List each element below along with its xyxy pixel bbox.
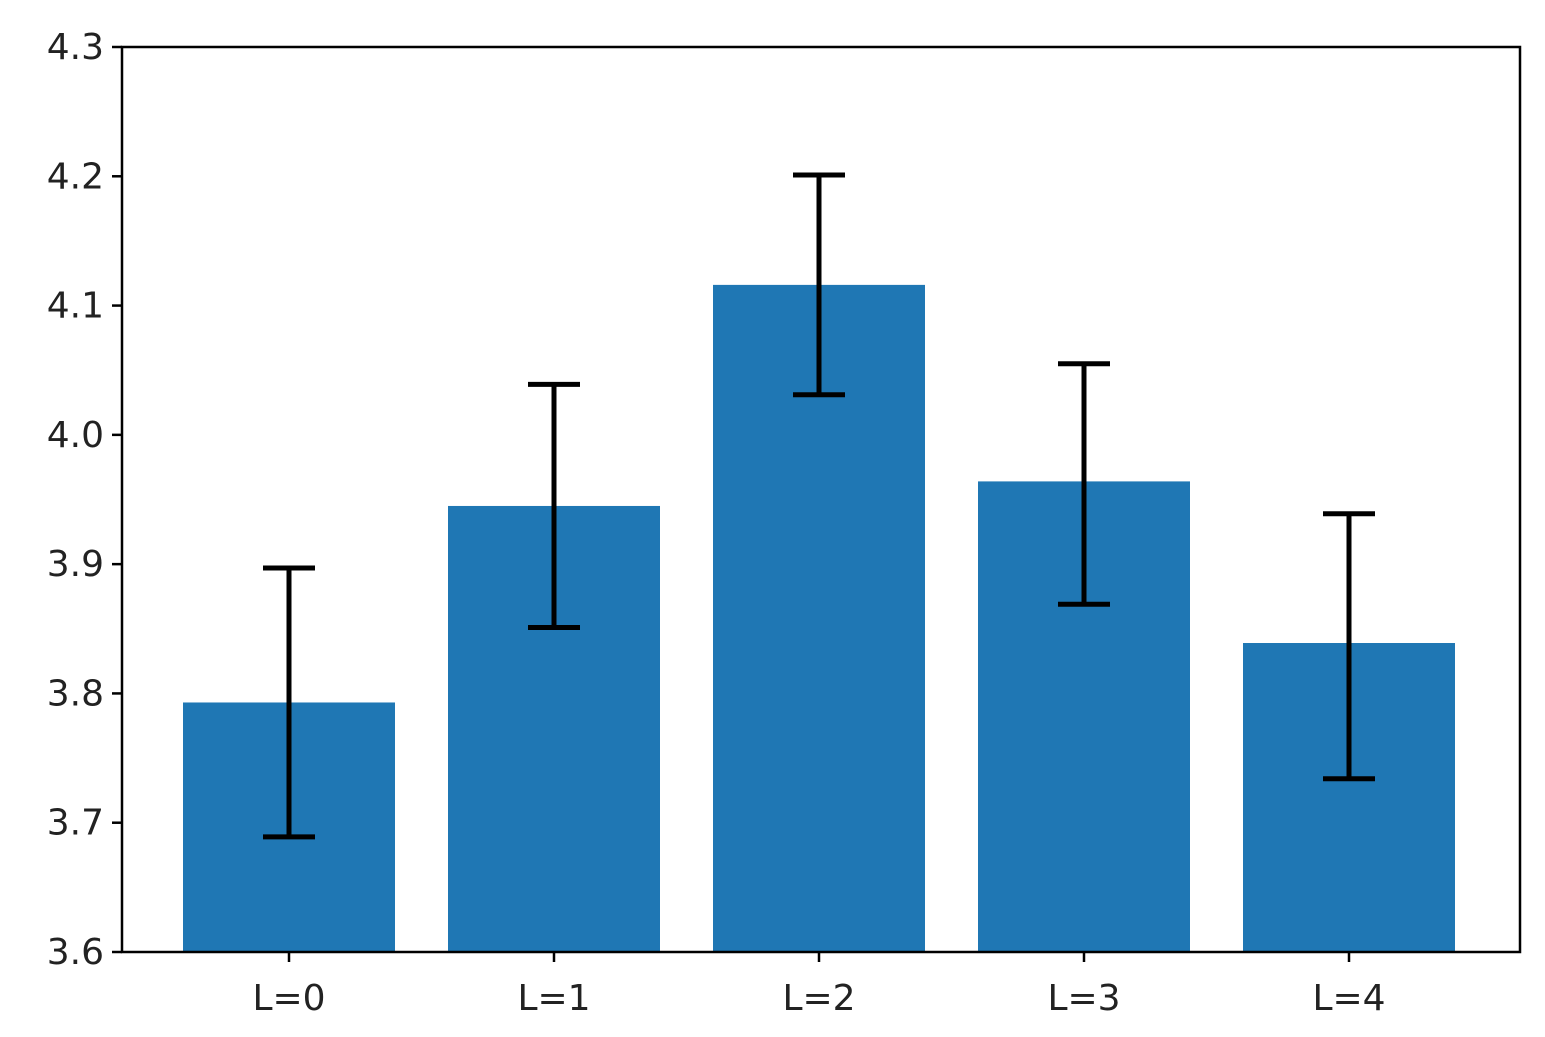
x-tick-label: L=1 (517, 978, 590, 1019)
y-tick-label: 4.0 (47, 415, 104, 456)
x-axis: L=0 L=1 L=2 L=3 L=4 (252, 952, 1386, 1019)
y-tick-label: 3.7 (47, 803, 104, 844)
y-tick-label: 3.8 (47, 673, 104, 714)
y-tick-label: 3.6 (47, 932, 104, 973)
y-tick-label: 4.3 (47, 27, 104, 68)
x-tick-label: L=2 (782, 978, 855, 1019)
y-tick-label: 4.2 (47, 156, 104, 197)
plot-area-frame (120, 45, 1522, 954)
y-tick-label: 3.9 (47, 544, 104, 585)
x-tick-label: L=3 (1047, 978, 1120, 1019)
x-tick-label: L=4 (1312, 978, 1385, 1019)
x-tick-label: L=0 (252, 978, 325, 1019)
y-tick-label: 4.1 (47, 286, 104, 327)
error-bars-layer (263, 172, 1375, 840)
y-axis: 3.6 3.7 3.8 3.9 4.0 4.1 4.2 4.3 (47, 27, 122, 973)
